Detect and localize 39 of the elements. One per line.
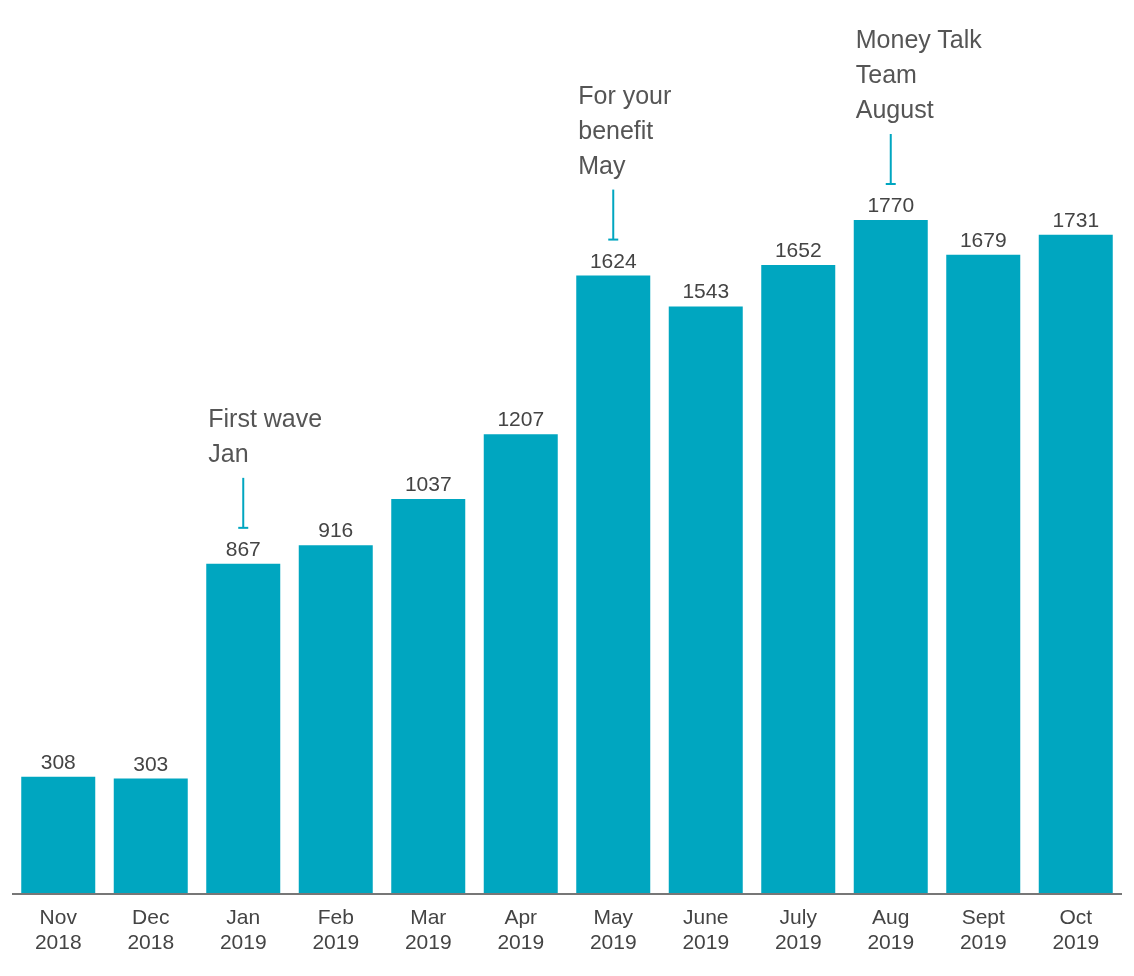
annotation: First wave Jan [208, 403, 323, 467]
data-label: 1679 [959, 227, 1007, 251]
data-label: 1543 [682, 279, 730, 303]
x-tick-label: Sept 2019 [959, 905, 1007, 953]
data-label: 308 [40, 749, 76, 773]
x-tick-label: Apr 2019 [497, 905, 545, 953]
data-label: 1652 [774, 237, 822, 261]
bar [946, 254, 1021, 894]
bar [576, 275, 651, 894]
bar [298, 545, 373, 894]
data-label: 1770 [867, 192, 915, 216]
bar [853, 219, 928, 894]
x-tick-label: July 2019 [774, 905, 822, 953]
x-tick-label: Feb 2019 [312, 905, 360, 953]
x-tick-label: June 2019 [682, 905, 730, 953]
x-tick-label: Jan 2019 [219, 905, 267, 953]
text: For your benefit May [578, 80, 672, 179]
bar [206, 563, 281, 894]
x-tick-label: May 2019 [589, 905, 637, 953]
bar [668, 306, 743, 894]
x-tick-label: Dec 2018 [127, 905, 175, 953]
bar [761, 264, 836, 894]
data-label: 1207 [497, 407, 545, 431]
x-tick-label: Nov 2018 [34, 905, 82, 953]
data-label: 303 [133, 751, 169, 775]
bar [483, 434, 558, 894]
data-label: 1037 [404, 472, 452, 496]
bar [21, 776, 96, 894]
text: Money Talk Team August [855, 24, 983, 123]
bar [391, 499, 466, 894]
x-tick-label: Oct 2019 [1052, 905, 1100, 953]
x-tick-label: Mar 2019 [404, 905, 452, 953]
data-label: 916 [318, 518, 354, 542]
data-label: 1624 [589, 248, 637, 272]
bar [113, 778, 188, 894]
x-tick-label: Aug 2019 [867, 905, 915, 953]
bar [1038, 234, 1113, 894]
data-label: 867 [225, 536, 261, 560]
data-label: 1731 [1052, 207, 1100, 231]
